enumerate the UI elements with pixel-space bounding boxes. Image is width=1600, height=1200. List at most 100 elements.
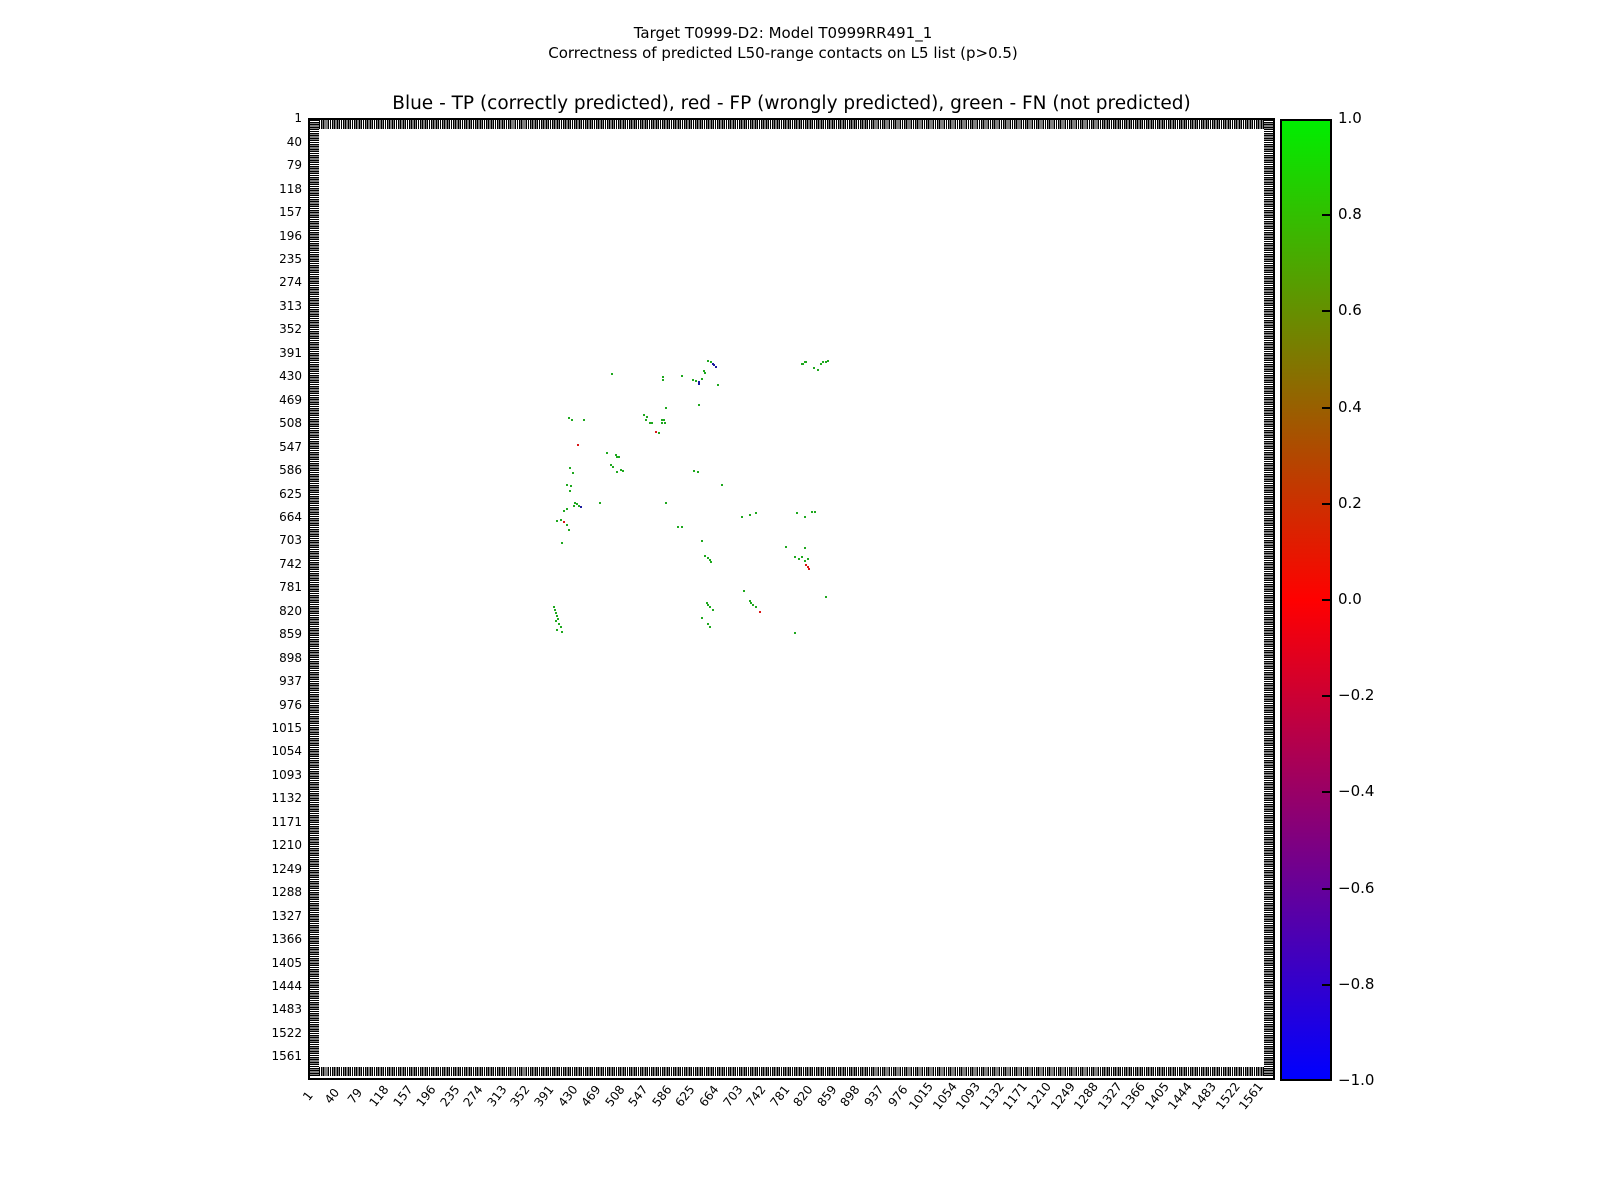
- colorbar-tick-label: −0.2: [1338, 686, 1375, 705]
- y-tick-label: 1366: [271, 932, 302, 946]
- contact-point-fn: [573, 505, 576, 508]
- y-tick-label: 1132: [271, 791, 302, 806]
- y-tick-label: 235: [279, 252, 302, 266]
- contact-point-fn: [814, 511, 817, 514]
- y-tick-label: 1210: [271, 838, 302, 853]
- contact-point-tp: [579, 506, 582, 509]
- colorbar-tick-label: 0.8: [1338, 205, 1362, 224]
- contact-point-fn: [648, 421, 651, 424]
- contact-point-fn: [568, 417, 571, 420]
- y-tick-label: 820: [279, 603, 302, 618]
- y-tick-label: 1249: [271, 861, 302, 876]
- contact-point-fn: [616, 471, 619, 474]
- contact-point-fn: [571, 419, 574, 422]
- colorbar-tick: [1322, 983, 1330, 986]
- contact-point-fn: [642, 414, 645, 417]
- y-tick-label: 781: [279, 580, 302, 595]
- contact-point-fn: [692, 470, 695, 473]
- contact-point-fn: [800, 556, 803, 559]
- contact-point-fn: [558, 623, 561, 625]
- y-tick-label: 469: [279, 392, 302, 407]
- contact-point-fn: [803, 559, 806, 562]
- contact-point-fn: [696, 471, 699, 474]
- contact-point-fn: [556, 520, 559, 523]
- contact-point-fn: [646, 416, 649, 419]
- contact-point-fn: [824, 360, 827, 363]
- contact-point-fn: [664, 501, 667, 504]
- contact-point-fn: [824, 595, 827, 598]
- contact-point-fn: [610, 464, 613, 467]
- y-tick-label: 79: [286, 158, 302, 173]
- contact-point-fn: [701, 616, 704, 619]
- figure-title-line2: Correctness of predicted L50-range conta…: [548, 44, 1018, 62]
- colorbar-tick-label: −1.0: [1338, 1071, 1375, 1089]
- colorbar-tick-label: 0.2: [1338, 493, 1362, 512]
- axes-tick-band-left: [310, 120, 319, 1076]
- contact-point-tp: [711, 363, 714, 366]
- contact-point-fn: [663, 421, 666, 424]
- y-tick-label: 1405: [271, 955, 302, 970]
- contact-point-fn: [708, 559, 711, 562]
- contact-point-fn: [569, 467, 571, 470]
- contact-point-fn: [556, 629, 559, 631]
- y-tick-label: 742: [279, 556, 302, 571]
- contact-point-fn: [803, 547, 806, 550]
- contact-point-fn: [702, 370, 705, 373]
- y-tick-label: 430: [279, 369, 302, 384]
- axes-tick-band-right: [1264, 120, 1273, 1076]
- contact-point-fn: [748, 600, 751, 603]
- colorbar-tick: [1322, 406, 1330, 409]
- contact-point-fn: [710, 561, 713, 563]
- contact-point-fn: [707, 360, 710, 363]
- contact-point-fn: [709, 361, 712, 364]
- contact-point-fn: [700, 378, 703, 381]
- contact-point-fn: [616, 456, 619, 459]
- y-tick-label: 976: [279, 697, 302, 712]
- y-tick-label: 40: [286, 134, 302, 149]
- contact-point-fn: [755, 512, 758, 515]
- contact-point-fn: [618, 456, 620, 459]
- contact-point-fn: [680, 526, 683, 529]
- y-tick-label: 1483: [271, 1002, 302, 1017]
- contact-point-fn: [578, 505, 581, 508]
- contact-point-fn: [707, 603, 710, 606]
- y-tick-label: 547: [279, 439, 302, 454]
- contact-point-fn: [695, 380, 698, 382]
- y-tick-label: 313: [279, 298, 302, 313]
- contact-point-fp: [806, 565, 809, 568]
- colorbar-tick: [1322, 502, 1330, 505]
- contact-point-fn: [570, 485, 573, 488]
- contact-point-fn: [660, 421, 663, 424]
- contact-point-fn: [750, 601, 753, 604]
- colorbar-tick-label: 0.0: [1338, 590, 1362, 608]
- contact-point-fn: [826, 359, 829, 362]
- colorbar-tick: [1322, 214, 1330, 217]
- y-tick-label: 118: [279, 181, 302, 196]
- colorbar-tick: [1322, 791, 1330, 794]
- y-tick-label: 1522: [271, 1025, 302, 1040]
- contact-point-fn: [716, 384, 719, 387]
- contact-point-fn: [676, 526, 679, 529]
- contact-point-fp: [808, 567, 811, 570]
- contact-point-fn: [817, 368, 820, 371]
- contact-point-fp: [576, 444, 579, 447]
- contact-point-fn: [611, 466, 614, 468]
- y-tick-label: 1327: [271, 908, 302, 923]
- contact-point-fn: [820, 362, 823, 365]
- colorbar-tick: [1322, 887, 1330, 890]
- contact-point-fn: [802, 362, 805, 365]
- contact-point-fn: [803, 361, 806, 364]
- contact-point-fn: [661, 376, 664, 379]
- y-tick-label: 859: [279, 627, 302, 642]
- figure-title-line1: Target T0999-D2: Model T0999RR491_1: [633, 24, 933, 42]
- y-tick-label: 157: [279, 205, 302, 220]
- y-tick-label: 937: [279, 674, 302, 689]
- y-tick-label: 391: [279, 345, 302, 360]
- contact-point-fn: [605, 452, 608, 455]
- contact-point-fn: [754, 606, 757, 609]
- contact-point-fn: [822, 361, 825, 364]
- contact-point-fn: [599, 501, 602, 504]
- contact-point-fn: [572, 472, 574, 474]
- contact-point-tp: [697, 381, 700, 384]
